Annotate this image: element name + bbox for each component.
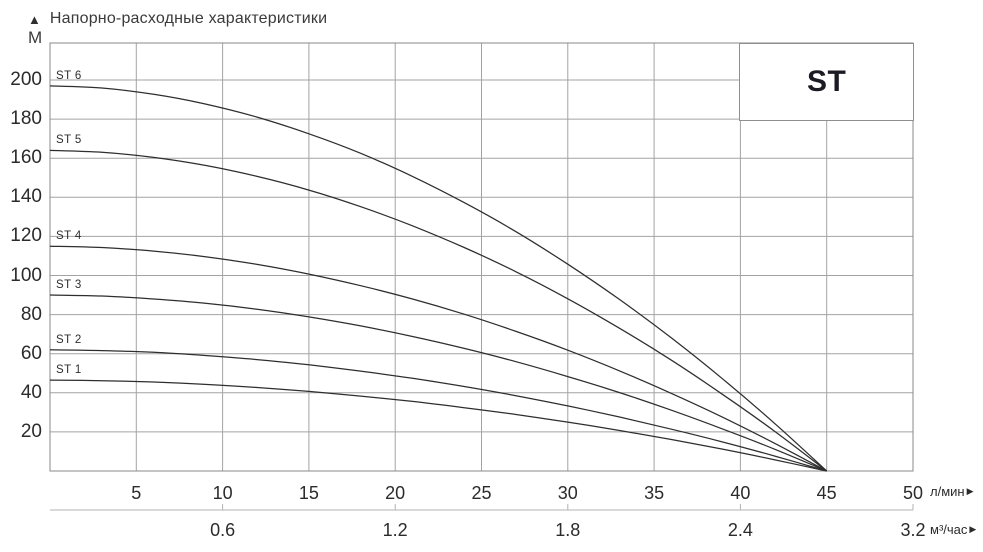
curve-label-st-5: ST 5 — [56, 134, 82, 147]
y-tick-label: 200 — [10, 69, 42, 90]
curve-label-st-6: ST 6 — [56, 69, 82, 82]
x-secondary-tick-label: 1.8 — [555, 520, 581, 540]
curve-label-st-2: ST 2 — [56, 333, 82, 346]
legend-label: ST — [807, 65, 847, 99]
y-tick-label: 140 — [10, 186, 42, 208]
y-tick-label: 40 — [20, 381, 42, 403]
y-tick-label: 180 — [10, 108, 42, 130]
x-secondary-tick-label: 3.2 — [900, 520, 926, 540]
secondary-unit-arrow-icon: ▶ — [969, 524, 977, 534]
chart-title-row: ▲ Напорно-расходные характеристики — [28, 10, 327, 28]
primary-unit-arrow-icon: ▶ — [966, 486, 974, 496]
x-secondary-tick-label: 1.2 — [382, 520, 408, 540]
plot-border — [49, 42, 914, 472]
secondary-unit-text: м³/час — [930, 522, 968, 537]
curve-st-6 — [49, 85, 828, 472]
x-tick-label: 45 — [816, 483, 837, 503]
y-tick-label: 160 — [10, 147, 42, 169]
x-tick-label: 20 — [385, 483, 406, 503]
y-axis-arrow-icon: ▲ — [28, 11, 41, 27]
primary-axis-unit: л/мин ▶ — [930, 484, 974, 499]
curve-label-st-3: ST 3 — [56, 279, 82, 292]
curve-st-2 — [49, 349, 827, 472]
y-tick-label: 120 — [10, 225, 42, 247]
x-tick-label: 10 — [212, 483, 233, 503]
y-axis-unit-label: М — [28, 28, 43, 47]
x-tick-label: 5 — [131, 483, 142, 503]
x-secondary-tick-label: 2.4 — [727, 520, 753, 540]
y-tick-label: 20 — [20, 420, 42, 442]
secondary-axis-unit: м³/час ▶ — [930, 522, 976, 537]
curve-st-1 — [49, 379, 827, 472]
legend-box: ST — [739, 43, 914, 122]
y-tick-label: 100 — [10, 264, 42, 286]
curve-st-3 — [49, 294, 827, 472]
y-tick-label: 60 — [20, 342, 42, 364]
x-tick-label: 25 — [471, 483, 492, 503]
primary-unit-text: л/мин — [930, 484, 965, 499]
curve-st-4 — [49, 245, 827, 472]
x-tick-label: 50 — [902, 483, 924, 503]
x-tick-label: 40 — [730, 483, 751, 503]
x-tick-label: 30 — [557, 483, 578, 503]
curve-st-5 — [49, 149, 828, 472]
x-tick-label: 15 — [298, 483, 319, 503]
curve-label-st-1: ST 1 — [56, 364, 82, 377]
y-tick-label: 80 — [20, 303, 42, 325]
x-tick-label: 35 — [644, 483, 665, 503]
chart-title: Напорно-расходные характеристики — [49, 10, 328, 27]
x-secondary-tick-label: 0.6 — [210, 520, 236, 540]
curve-label-st-4: ST 4 — [56, 230, 82, 243]
